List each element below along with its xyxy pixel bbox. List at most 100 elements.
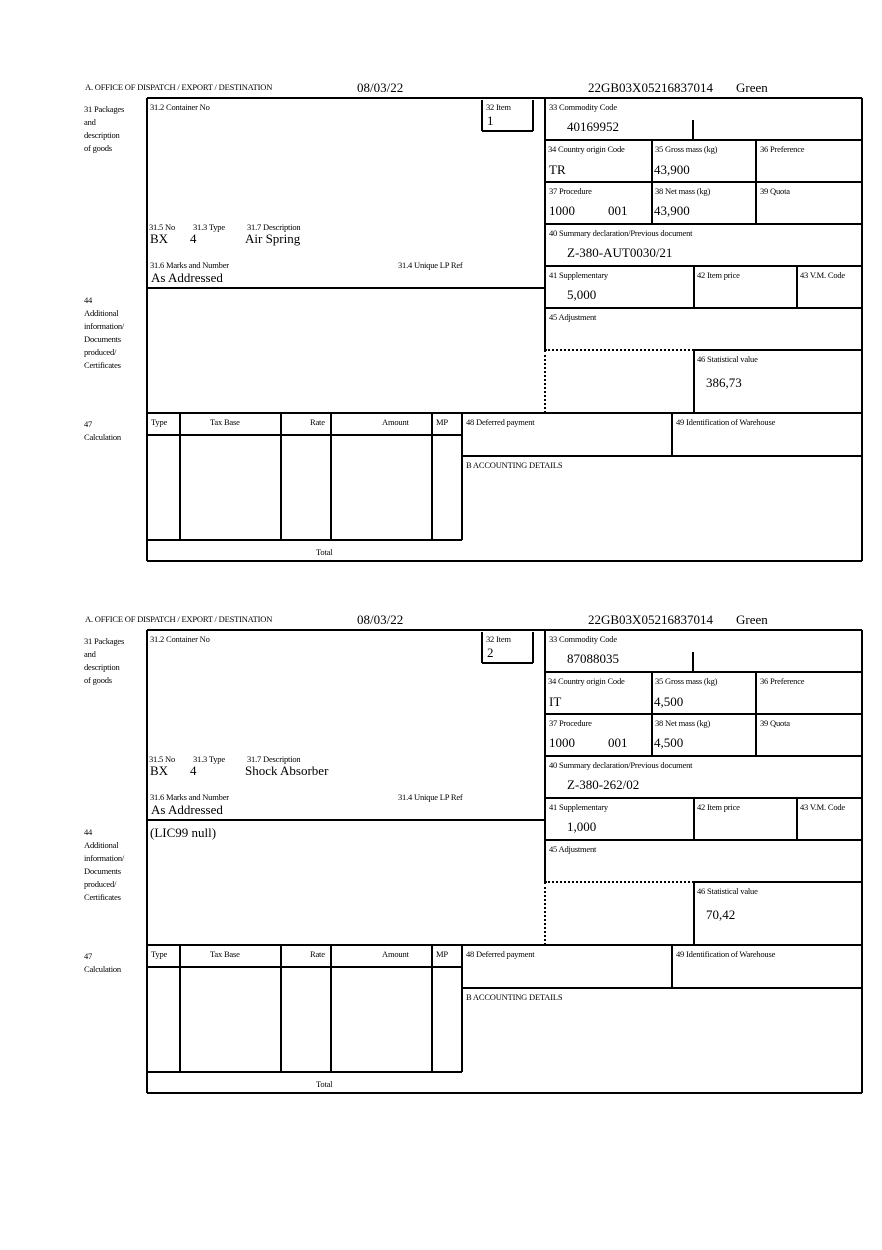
package-kind-value: BX: [150, 763, 169, 778]
supplementary-value: 5,000: [567, 287, 597, 302]
form-rule: [147, 1071, 462, 1073]
calculation-label: 47 Calculation: [84, 419, 121, 442]
date-value: 08/03/22: [357, 80, 404, 95]
form-rule: [545, 713, 862, 715]
route-value: Green: [736, 612, 768, 627]
reference-number: 22GB03X05216837014: [588, 80, 713, 95]
calc-header-tax-base: Tax Base: [210, 417, 240, 427]
adjustment-label: 45 Adjustment: [549, 312, 597, 322]
container-label: 31.2 Container No: [150, 634, 210, 644]
office-label: A. OFFICE OF DISPATCH / EXPORT / DESTINA…: [85, 82, 273, 92]
form-rule: [545, 139, 862, 141]
form-rule: [482, 662, 533, 664]
description-value: Shock Absorber: [245, 763, 329, 778]
additional-info-label: 44 Additional information/ Documents pro…: [84, 295, 125, 370]
item-number: 1: [487, 113, 494, 128]
marks-label: 31.6 Marks and Number: [150, 792, 229, 802]
package-count-value: 4: [190, 231, 197, 246]
package-no-label: 31.5 No: [149, 754, 175, 764]
calc-header-rate: Rate: [310, 417, 325, 427]
additional-info-value: (LIC99 null): [150, 825, 217, 840]
calc-header-amount: Amount: [382, 417, 409, 427]
form-rule: [755, 140, 757, 224]
form-rule: [755, 672, 757, 756]
form-rule: [330, 413, 332, 540]
net-mass-value: 43,900: [654, 203, 690, 218]
dotted-rule: [544, 882, 546, 945]
form-rule: [179, 945, 181, 1072]
country-origin-value: TR: [549, 162, 566, 177]
warehouse-label: 49 Identification of Warehouse: [676, 949, 776, 959]
route-value: Green: [736, 80, 768, 95]
description-label: 31.7 Description: [247, 754, 301, 764]
country-label: 34 Country origin Code: [548, 676, 625, 686]
form-rule: [461, 413, 463, 540]
total-label: Total: [316, 1079, 333, 1089]
form-rule: [545, 307, 862, 309]
form-rule: [545, 223, 862, 225]
form-rule: [481, 632, 483, 663]
item-label: 32 Item: [486, 102, 511, 112]
form-rule: [147, 1092, 862, 1094]
form-rule: [671, 945, 673, 988]
form-rule: [692, 652, 694, 672]
statistical-label: 46 Statistical value: [697, 886, 758, 896]
marks-value: As Addressed: [151, 270, 223, 285]
statistical-value: 70,42: [706, 907, 736, 922]
calc-header-rate: Rate: [310, 949, 325, 959]
container-label: 31.2 Container No: [150, 102, 210, 112]
dotted-rule: [544, 350, 546, 413]
form-rule: [330, 945, 332, 1072]
form-rule: [147, 539, 462, 541]
package-kind-value: BX: [150, 231, 169, 246]
form-rule: [861, 630, 863, 1093]
form-rule: [147, 434, 462, 436]
form-rule: [796, 266, 798, 308]
dotted-rule: [545, 881, 694, 883]
form-rule: [461, 945, 463, 1072]
form-rule: [694, 881, 862, 883]
commodity-code-value: 40169952: [567, 119, 619, 134]
form-rule: [545, 265, 862, 267]
marks-value: As Addressed: [151, 802, 223, 817]
gross-mass-value: 4,500: [654, 694, 684, 709]
deferred-payment-label: 48 Deferred payment: [466, 949, 535, 959]
form-rule: [671, 413, 673, 456]
form-rule: [532, 100, 534, 131]
form-rule: [651, 672, 653, 756]
calc-header-mp: MP: [436, 949, 448, 959]
date-value: 08/03/22: [357, 612, 404, 627]
form-rule: [147, 287, 545, 289]
dotted-rule: [545, 349, 694, 351]
form-rule: [462, 455, 862, 457]
accounting-details-label: B ACCOUNTING DETAILS: [466, 992, 563, 1002]
form-rule: [462, 987, 862, 989]
form-rule: [147, 944, 862, 946]
vm-code-label: 43 V.M. Code: [800, 270, 845, 280]
form-rule: [693, 882, 695, 945]
warehouse-label: 49 Identification of Warehouse: [676, 417, 776, 427]
form-rule: [545, 755, 862, 757]
calc-header-tax-base: Tax Base: [210, 949, 240, 959]
unique-ref-label: 31.4 Unique LP Ref: [398, 792, 463, 802]
form-rule: [481, 100, 483, 131]
form-rule: [147, 412, 862, 414]
package-no-label: 31.5 No: [149, 222, 175, 232]
commodity-label: 33 Commodity Code: [549, 102, 617, 112]
procedure-label: 37 Procedure: [549, 718, 592, 728]
form-rule: [861, 98, 863, 561]
summary-doc-value: Z-380-AUT0030/21: [567, 245, 673, 260]
form-rule: [147, 97, 862, 99]
form-rule: [147, 560, 862, 562]
supplementary-label: 41 Supplementary: [549, 270, 608, 280]
form-rule: [147, 629, 862, 631]
calc-header-amount: Amount: [382, 949, 409, 959]
form-rule: [694, 349, 862, 351]
form-rule: [693, 266, 695, 308]
country-origin-value: IT: [549, 694, 562, 709]
procedure-suffix-value: 001: [608, 735, 628, 750]
form-rule: [796, 798, 798, 840]
quota-label: 39 Quota: [760, 186, 790, 196]
form-rule: [431, 945, 433, 1072]
accounting-details-label: B ACCOUNTING DETAILS: [466, 460, 563, 470]
